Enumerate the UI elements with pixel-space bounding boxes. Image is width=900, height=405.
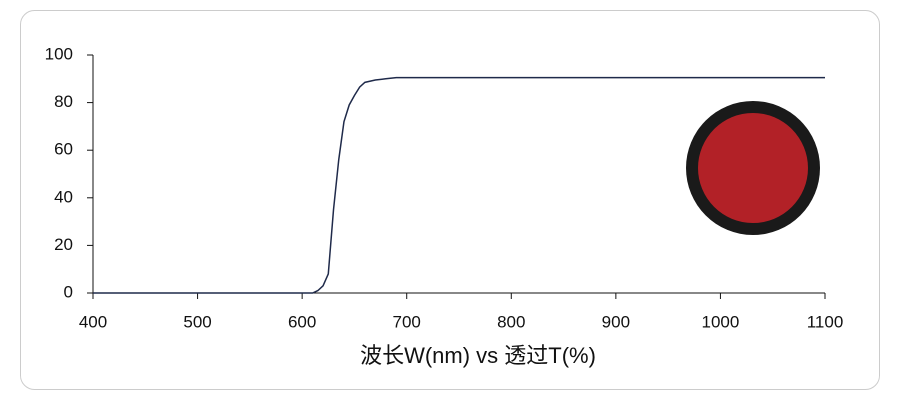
x-axis-label: 波长W(nm) vs 透过T(%) bbox=[360, 343, 596, 368]
y-tick-label: 60 bbox=[54, 140, 73, 159]
x-tick-label: 1100 bbox=[807, 312, 844, 331]
x-tick-label: 700 bbox=[393, 312, 421, 331]
x-tick-label: 600 bbox=[288, 312, 316, 331]
y-tick-label: 20 bbox=[54, 235, 73, 254]
y-tick-label: 100 bbox=[45, 44, 73, 63]
x-tick-label: 800 bbox=[497, 312, 525, 331]
y-tick-label: 80 bbox=[54, 92, 73, 111]
filter-icon bbox=[686, 101, 820, 235]
line bbox=[93, 76, 825, 294]
y-tick-label: 0 bbox=[64, 282, 73, 301]
x-tick-label: 400 bbox=[79, 312, 107, 331]
x-tick-label: 900 bbox=[602, 312, 630, 331]
card bbox=[20, 10, 880, 390]
x-tick-label: 500 bbox=[183, 312, 211, 331]
y-tick-label: 40 bbox=[54, 187, 73, 206]
x-tick-label: 1000 bbox=[702, 312, 740, 331]
